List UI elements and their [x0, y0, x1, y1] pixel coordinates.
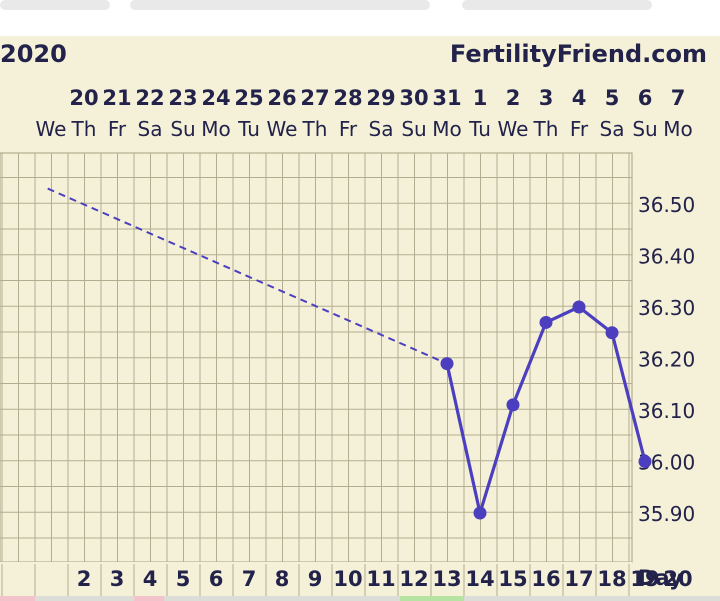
cycle-day-label: 18 — [597, 567, 626, 591]
weekday-label: Tu — [468, 117, 491, 141]
cycle-day-label: 14 — [465, 567, 494, 591]
weekday-label: We — [36, 117, 67, 141]
dashed-trend-line — [47, 187, 448, 365]
date-label: 28 — [333, 86, 362, 110]
cycle-day-label: 2 — [77, 567, 92, 591]
y-tick-label: 36.20 — [638, 348, 695, 372]
cycle-day-label: 20 — [663, 567, 692, 591]
weekday-label: We — [267, 117, 298, 141]
cycle-day-label: 9 — [308, 567, 323, 591]
weekday-label: Su — [170, 117, 195, 141]
cycle-day-label: 7 — [242, 567, 257, 591]
cycle-day-row-bg — [0, 562, 632, 596]
temperature-point — [605, 326, 619, 340]
date-label: 1 — [473, 86, 488, 110]
strip-base — [0, 596, 720, 601]
year-label: 2020 — [0, 40, 67, 68]
y-tick-label: 36.30 — [638, 296, 695, 320]
bottom-color-strip — [0, 596, 720, 601]
cycle-day-label: 16 — [531, 567, 560, 591]
date-label: 21 — [102, 86, 131, 110]
top-tab-3 — [462, 0, 652, 10]
cycle-day-row: 2 3 4 5 6 7 8 9 10 11 12 13 14 15 16 17 18 19 20 — [1, 564, 693, 596]
weekday-label: Fr — [339, 117, 358, 141]
weekday-label: Sa — [138, 117, 163, 141]
date-row: 20 21 22 23 24 25 26 27 28 29 30 31 1 2 3 4 5 6 7 — [69, 86, 685, 110]
temperature-point — [440, 357, 454, 371]
temperature-point — [473, 506, 487, 520]
cycle-day-label: 17 — [564, 567, 593, 591]
strip-green — [400, 596, 464, 601]
date-label: 22 — [135, 86, 164, 110]
weekday-row: We Th Fr Sa Su Mo Tu We Th Fr Sa Su Mo Tu We Th Fr Sa Su Mo — [36, 117, 693, 141]
cycle-day-label: 13 — [432, 567, 461, 591]
y-tick-label: 36.50 — [638, 193, 695, 217]
date-label: 23 — [168, 86, 197, 110]
date-label: 27 — [300, 86, 329, 110]
date-label: 20 — [69, 86, 98, 110]
date-label: 5 — [605, 86, 620, 110]
cycle-day-label: 11 — [366, 567, 395, 591]
weekday-label: Sa — [369, 117, 394, 141]
grid — [0, 152, 633, 563]
y-tick-label: 36.40 — [638, 245, 695, 269]
cycle-day-label: 3 — [110, 567, 125, 591]
cycle-day-label: 4 — [143, 567, 158, 591]
temperature-point — [506, 398, 520, 412]
weekday-label: Tu — [237, 117, 260, 141]
temperature-point — [572, 300, 586, 314]
date-label: 6 — [638, 86, 653, 110]
cycle-day-label: 19 — [630, 567, 659, 591]
date-label: 4 — [572, 86, 587, 110]
date-label: 7 — [671, 86, 686, 110]
date-label: 24 — [201, 86, 230, 110]
weekday-label: Fr — [570, 117, 589, 141]
weekday-label: Th — [533, 117, 559, 141]
weekday-label: Mo — [663, 117, 693, 141]
date-label: 3 — [539, 86, 554, 110]
weekday-label: We — [498, 117, 529, 141]
chart-background — [0, 36, 720, 601]
weekday-label: Sa — [600, 117, 625, 141]
site-label: FertilityFriend.com — [450, 40, 707, 68]
strip-pink — [0, 596, 35, 601]
weekday-label: Fr — [108, 117, 127, 141]
weekday-label: Mo — [432, 117, 462, 141]
date-label: 26 — [267, 86, 296, 110]
date-label: 31 — [432, 86, 461, 110]
weekday-label: Th — [302, 117, 328, 141]
top-tab-1 — [0, 0, 110, 10]
day-label: Day — [638, 566, 683, 590]
date-label: 30 — [399, 86, 428, 110]
cycle-day-label: 6 — [209, 567, 224, 591]
date-label: 2 — [506, 86, 521, 110]
temperature-point — [638, 455, 652, 468]
temperature-series — [47, 187, 652, 520]
cycle-day-label: 12 — [399, 567, 428, 591]
cycle-day-label: 8 — [275, 567, 290, 591]
y-tick-label: 36.10 — [638, 399, 695, 423]
y-tick-label: 35.90 — [638, 502, 695, 526]
cycle-day-label: 10 — [333, 567, 362, 591]
temperature-point — [539, 315, 553, 329]
date-label: 25 — [234, 86, 263, 110]
weekday-label: Mo — [201, 117, 231, 141]
weekday-label: Su — [401, 117, 426, 141]
weekday-label: Th — [71, 117, 97, 141]
strip-pink — [134, 596, 164, 601]
cycle-day-label: 5 — [176, 567, 191, 591]
cycle-day-label: 15 — [498, 567, 527, 591]
date-label: 29 — [366, 86, 395, 110]
top-tab-2 — [130, 0, 430, 10]
weekday-label: Su — [632, 117, 657, 141]
